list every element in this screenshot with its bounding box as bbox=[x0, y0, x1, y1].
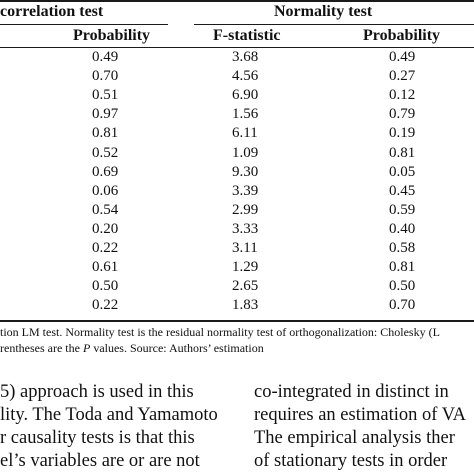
table-cell: 2.99 bbox=[232, 201, 259, 218]
body-left-line-2: lity. The Toda and Yamamoto bbox=[0, 405, 218, 425]
body-right-line-4: of stationary tests in order bbox=[254, 451, 448, 471]
table-cell: 0.81 bbox=[389, 259, 416, 276]
table-cell: 3.11 bbox=[232, 240, 258, 256]
body-right-line-3: The empirical analysis ther bbox=[254, 428, 455, 448]
col-header-probability-right: Probability bbox=[363, 27, 441, 44]
table-cell: 0.51 bbox=[92, 87, 119, 104]
table-cell: 3.68 bbox=[232, 49, 259, 65]
note-p-italic: P bbox=[82, 341, 91, 355]
table-cell: 0.70 bbox=[389, 297, 416, 314]
table-cell: 0.52 bbox=[92, 144, 119, 161]
table-cell: 1.29 bbox=[232, 259, 259, 276]
group-underline-right bbox=[194, 24, 474, 25]
table-cell: 0.50 bbox=[92, 278, 119, 295]
table-cell: 0.22 bbox=[92, 297, 119, 314]
table-cell: 0.49 bbox=[92, 49, 119, 65]
table-cell: 0.05 bbox=[389, 163, 416, 180]
body-right-line-1: co-integrated in distinct in bbox=[254, 382, 449, 402]
table-cell: 0.40 bbox=[389, 220, 416, 237]
table-cell: 3.33 bbox=[232, 220, 259, 237]
table-cell: 0.45 bbox=[389, 182, 416, 199]
group-header-left: correlation test bbox=[0, 3, 104, 20]
table-cell: 0.81 bbox=[389, 144, 416, 161]
table-cell: 0.54 bbox=[92, 201, 119, 218]
table-cell: 0.59 bbox=[389, 201, 416, 218]
table-cell: 0.22 bbox=[92, 240, 119, 256]
header-bottom-rule bbox=[0, 47, 474, 48]
table-bottom-rule bbox=[0, 320, 474, 322]
table-cell: 4.56 bbox=[232, 68, 259, 85]
table-cell: 9.30 bbox=[232, 163, 259, 180]
body-left-line-3: r causality tests is that this bbox=[0, 428, 195, 448]
col-header-probability-left: Probability bbox=[73, 27, 151, 44]
table-cell: 3.39 bbox=[232, 182, 259, 199]
group-underline-left bbox=[0, 24, 168, 25]
body-left-line-1: 5) approach is used in this bbox=[0, 382, 194, 402]
table-note-line-1: tion LM test. Normality test is the resi… bbox=[0, 325, 440, 339]
table-cell: 0.19 bbox=[389, 125, 416, 142]
table-cell: 1.83 bbox=[232, 297, 259, 314]
table-cell: 0.81 bbox=[92, 125, 119, 142]
table-cell: 6.90 bbox=[232, 87, 259, 104]
table-cell: 0.61 bbox=[92, 259, 119, 276]
body-left-line-4: el’s variables are or are not bbox=[0, 451, 200, 471]
note-text-b: values. Source: Authors’ estimation bbox=[90, 341, 264, 355]
table-cell: 0.79 bbox=[389, 106, 416, 123]
table-cell: 0.49 bbox=[389, 49, 416, 65]
table-cell: 0.12 bbox=[389, 87, 416, 104]
group-header-right: Normality test bbox=[274, 3, 373, 20]
table-cell: 0.58 bbox=[389, 240, 416, 256]
table-cell: 2.65 bbox=[232, 278, 259, 295]
table-cell: 0.69 bbox=[92, 163, 119, 180]
table-cell: 0.27 bbox=[389, 68, 416, 85]
table-cell: 0.97 bbox=[92, 106, 119, 123]
table-cell: 0.06 bbox=[92, 182, 119, 199]
col-header-f-statistic: F-statistic bbox=[213, 27, 281, 44]
table-cell: 0.50 bbox=[389, 278, 416, 295]
table-top-rule bbox=[0, 0, 474, 2]
table-cell: 6.11 bbox=[232, 125, 258, 142]
table-cell: 0.20 bbox=[92, 220, 119, 237]
body-right-line-2: requires an estimation of VA bbox=[254, 405, 467, 425]
table-cell: 0.70 bbox=[92, 68, 119, 85]
note-text-a: rentheses are the bbox=[0, 341, 83, 355]
table-cell: 1.09 bbox=[232, 144, 259, 161]
table-cell: 1.56 bbox=[232, 106, 259, 123]
table-note-line-2: rentheses are the P values. Source: Auth… bbox=[0, 342, 264, 354]
